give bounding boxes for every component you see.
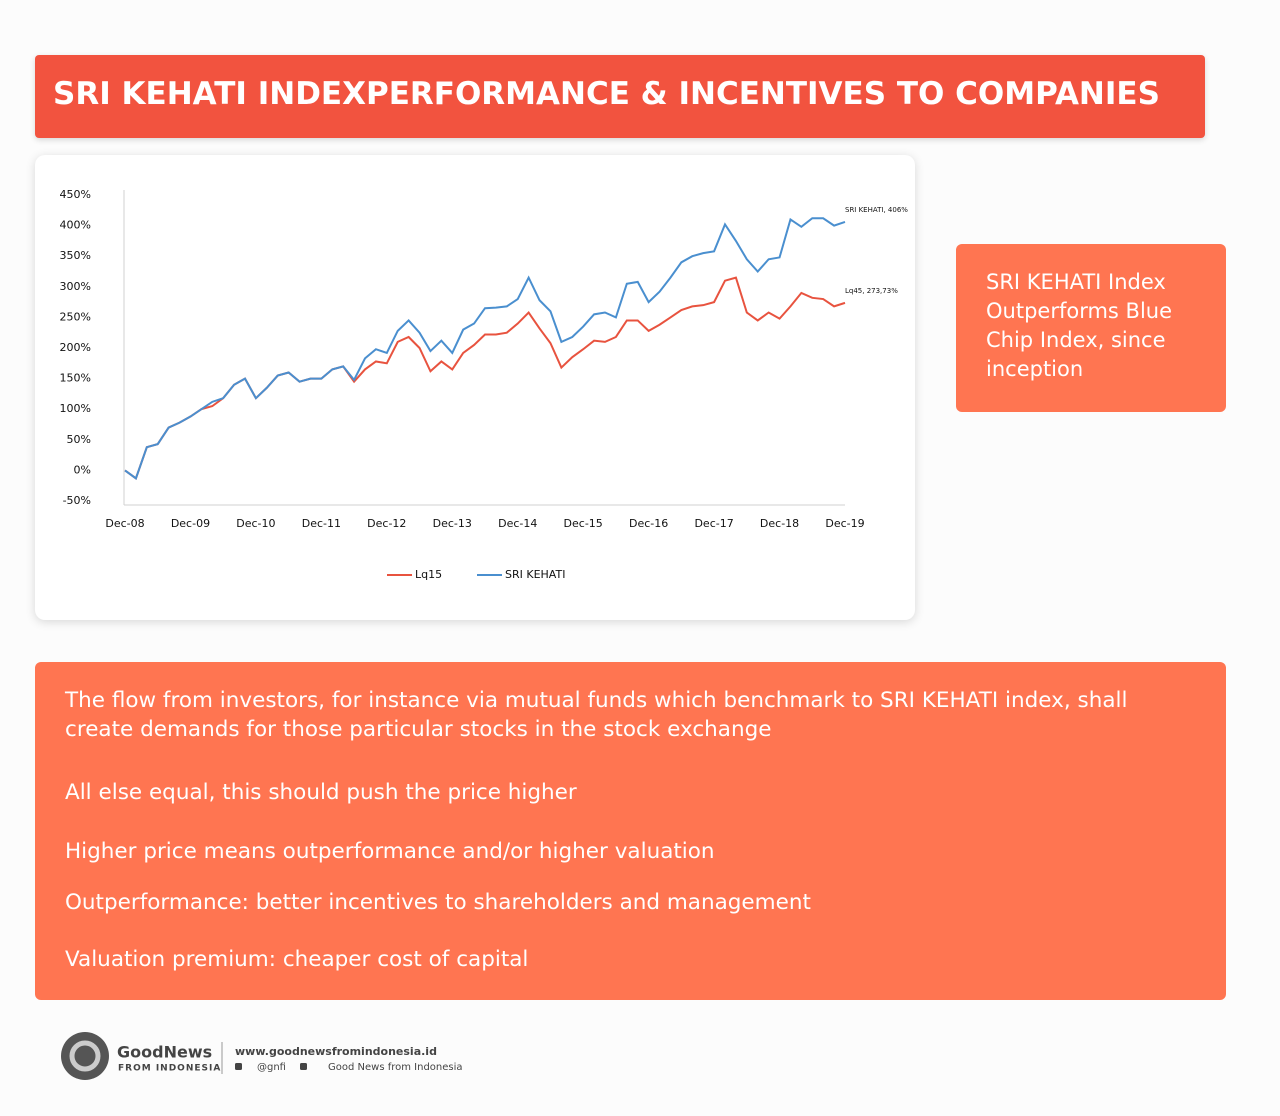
handle: @gnfi <box>257 1062 286 1073</box>
x-tick-label: Dec-08 <box>105 517 144 530</box>
x-tick-label: Dec-19 <box>825 517 864 530</box>
legend-label: SRI KEHATI <box>505 568 565 581</box>
legend-label: Lq15 <box>415 568 442 581</box>
y-tick-label: 200% <box>60 341 91 354</box>
logo <box>61 1032 109 1080</box>
annotation: SRI KEHATI, 406% <box>845 206 908 214</box>
point: The flow from investors, for instance vi… <box>65 688 1128 742</box>
y-tick-label: 100% <box>60 402 91 415</box>
y-tick-label: 450% <box>60 188 91 201</box>
y-tick-label: 0% <box>74 463 91 476</box>
icon <box>235 1063 242 1070</box>
chart-card: -50% 0% 50% 100% 150% 200% 250% 300% 350% 400% 450… <box>35 155 915 620</box>
icon <box>300 1063 307 1070</box>
y-tick-label: -50% <box>63 494 91 507</box>
x-tick-label: Dec-09 <box>171 517 210 530</box>
annotation: Lq45, 273,73% <box>845 287 898 295</box>
page-name: Good News from Indonesia <box>328 1062 463 1073</box>
footer: GoodNews FROM INDONESIA www.goodnewsfrom… <box>61 1032 463 1080</box>
y-tick-label: 250% <box>60 310 91 323</box>
y-tick-label: 400% <box>60 219 91 232</box>
x-tick-label: Dec-17 <box>694 517 733 530</box>
y-tick-label: 350% <box>60 249 91 262</box>
chart: -50% 0% 50% 100% 150% 200% 250% 300% 350% 400% 450… <box>60 188 909 581</box>
series-line <box>124 217 846 480</box>
y-tick-label: 50% <box>67 433 91 446</box>
x-tick-label: Dec-14 <box>498 517 537 530</box>
callout-text: SRI KEHATI Index Outperforms Blue Chip I… <box>986 270 1173 381</box>
x-tick-label: Dec-11 <box>302 517 341 530</box>
logo-mark <box>69 1040 101 1072</box>
point: All else equal, this should push the pri… <box>65 780 577 805</box>
point: Higher price means outperformance and/or… <box>65 839 715 864</box>
callout: SRI KEHATI Index Outperforms Blue Chip I… <box>956 244 1226 412</box>
y-tick-label: 150% <box>60 372 91 385</box>
point: Outperformance: better incentives to sha… <box>65 890 811 915</box>
brand: GoodNews <box>117 1043 212 1062</box>
x-tick-label: Dec-10 <box>236 517 275 530</box>
x-tick-label: Dec-13 <box>433 517 472 530</box>
title: SRI KEHATI INDEXPERFORMANCE & INCENTIVES… <box>53 76 1160 112</box>
x-tick-label: Dec-18 <box>760 517 799 530</box>
x-tick-label: Dec-12 <box>367 517 406 530</box>
point: Valuation premium: cheaper cost of capit… <box>65 947 529 972</box>
y-tick-label: 300% <box>60 280 91 293</box>
x-tick-label: Dec-15 <box>564 517 603 530</box>
x-tick-label: Dec-16 <box>629 517 668 530</box>
url: www.goodnewsfromindonesia.id <box>235 1045 437 1058</box>
header: SRI KEHATI INDEXPERFORMANCE & INCENTIVES… <box>35 55 1205 138</box>
points-box: The flow from investors, for instance vi… <box>35 662 1226 1000</box>
tagline: FROM INDONESIA <box>118 1064 221 1074</box>
